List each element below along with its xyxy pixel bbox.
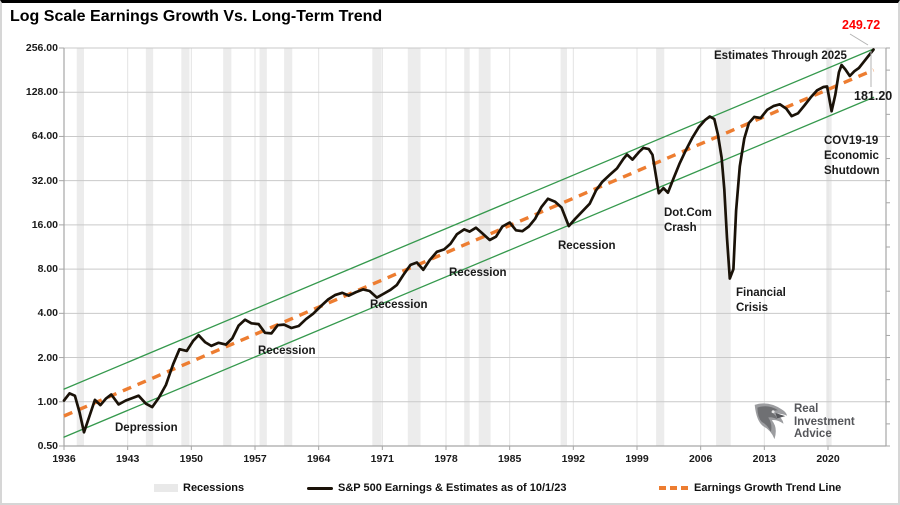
x-tick-label: 1971 [370, 453, 394, 465]
y-tick-label: 16.00 [31, 218, 58, 231]
growth-channel-line [63, 48, 875, 390]
recession-swatch-icon [154, 484, 178, 492]
x-tick-label: 2006 [688, 453, 713, 465]
annotation-line: Recession [449, 267, 507, 279]
y-tick-label: 8.00 [37, 263, 58, 276]
recession-band [826, 48, 832, 446]
legend-label: S&P 500 Earnings & Estimates as of 10/1/… [338, 482, 567, 494]
legend-item-band: Recessions [154, 480, 244, 496]
earnings-series-line [62, 48, 875, 434]
x-tick-label: 2020 [816, 453, 840, 465]
x-tick-label: 1964 [306, 453, 331, 465]
recession-band [181, 48, 190, 446]
annotation: Recession [449, 266, 507, 281]
annotation: Recession [258, 344, 316, 359]
recession-band [76, 48, 85, 446]
legend-label: Recessions [183, 482, 245, 494]
series-line-swatch-icon [307, 486, 333, 490]
x-tick-label: 1985 [497, 453, 522, 465]
brand-line-3: Advice [794, 428, 832, 441]
annotation-line: Shutdown [824, 165, 880, 177]
x-tick-label: 1936 [52, 453, 76, 465]
annotation: 181.20 [854, 89, 892, 104]
recession-band [372, 48, 382, 446]
y-tick-label: 1.00 [37, 395, 58, 408]
annotation-line: COV19-19 [824, 135, 879, 147]
recession-band [560, 48, 567, 446]
recession-band [145, 48, 154, 446]
x-tick-label: 1950 [179, 453, 203, 465]
annotation: Depression [115, 421, 178, 436]
legend-item-dash: Earnings Growth Trend Line [659, 480, 841, 496]
recession-band [464, 48, 470, 446]
recession-band [656, 48, 665, 446]
y-tick-label: 4.00 [37, 307, 58, 320]
annotation: Dot.Com Crash [664, 206, 712, 236]
chart-title: Log Scale Earnings Growth Vs. Long-Term … [10, 8, 383, 25]
brand-line-1: Real [794, 403, 819, 416]
brand-name: Real Investment Advice [794, 403, 855, 441]
x-tick-label: 1992 [561, 453, 585, 465]
legend: Recessions S&P 500 Earnings & Estimates a… [2, 480, 898, 498]
annotation-line: Estimates Through 2025 [714, 50, 847, 62]
annotation: Estimates Through 2025 [714, 49, 847, 64]
x-tick-label: 1999 [625, 453, 649, 465]
x-tick-label: 1943 [115, 453, 140, 465]
annotation-line: 181.20 [854, 89, 893, 103]
trend-dash-swatch-icon [659, 486, 689, 490]
annotation-line: Crash [664, 222, 697, 234]
recession-band [223, 48, 232, 446]
y-tick-label: 256.00 [25, 42, 58, 54]
annotation: COV19-19 Economic Shutdown [824, 134, 880, 179]
x-tick-label: 2013 [752, 453, 776, 465]
recession-band [478, 48, 491, 446]
annotation-line: Economic [824, 150, 879, 162]
x-tick-label: 1957 [243, 453, 267, 465]
annotation-line: Financial [736, 287, 786, 299]
annotation: Recession [370, 298, 428, 313]
annotation-line: Dot.Com [664, 207, 712, 219]
recession-band [284, 48, 293, 446]
annotation-line: Depression [115, 422, 178, 434]
y-tick-label: 32.00 [31, 174, 58, 187]
plot-area [59, 33, 890, 450]
brand-line-2: Investment [794, 415, 855, 428]
annotation-line: Recession [258, 345, 316, 357]
recession-band [259, 48, 267, 446]
growth-channel-line [63, 96, 875, 438]
x-tick-label: 1978 [434, 453, 458, 465]
legend-label: Earnings Growth Trend Line [694, 482, 842, 494]
annotation-line: Recession [558, 240, 616, 252]
annotation: Financial Crisis [736, 286, 786, 316]
annotation-line: Recession [370, 299, 428, 311]
eagle-icon [754, 403, 788, 440]
annotation: 249.72 [842, 18, 880, 33]
annotation-line: 249.72 [842, 18, 881, 32]
callout-leader-line [849, 33, 869, 46]
annotation: Recession [558, 239, 616, 254]
annotation-line: Crisis [736, 302, 768, 314]
recession-band [407, 48, 421, 446]
y-tick-label: 128.00 [25, 86, 58, 99]
earnings-trend-line [63, 68, 875, 418]
brand-logo: Real Investment Advice [752, 402, 855, 442]
y-tick-label: 64.00 [31, 130, 58, 143]
legend-item-line: S&P 500 Earnings & Estimates as of 10/1/… [307, 480, 566, 496]
y-tick-label: 0.50 [37, 440, 58, 452]
y-tick-label: 2.00 [37, 351, 58, 364]
